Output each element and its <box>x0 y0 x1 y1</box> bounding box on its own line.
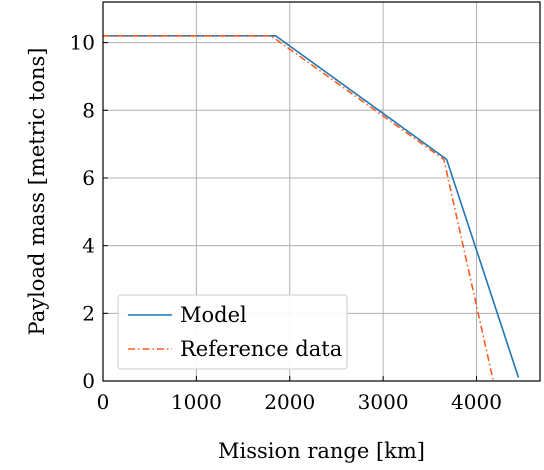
series-line-reference <box>103 35 495 382</box>
x-tick-label: 0 <box>97 390 110 414</box>
axis-ticks: 0 1000 2000 3000 4000 0 2 4 6 8 10 <box>70 31 502 414</box>
y-axis-label: Payload mass [metric tons] <box>25 48 49 336</box>
legend-label-model: Model <box>180 303 247 327</box>
legend-box <box>117 294 348 370</box>
x-tick-label: 4000 <box>451 390 502 414</box>
y-tick-label: 4 <box>82 234 95 258</box>
series-line-model <box>103 35 520 378</box>
legend-label-reference: Reference data <box>180 337 342 361</box>
y-tick-label: 8 <box>82 98 95 122</box>
plot-frame <box>102 1 541 382</box>
y-tick-label: 6 <box>82 166 95 190</box>
x-tick-label: 1000 <box>171 390 222 414</box>
series-lines <box>103 35 520 382</box>
x-tick-label: 3000 <box>358 390 409 414</box>
x-tick-label: 2000 <box>264 390 315 414</box>
y-tick-label: 10 <box>70 31 95 55</box>
legend: Model Reference data <box>117 294 348 370</box>
y-tick-label: 0 <box>82 369 95 393</box>
x-axis-label: Mission range [km] <box>218 439 425 463</box>
y-tick-label: 2 <box>82 301 95 325</box>
